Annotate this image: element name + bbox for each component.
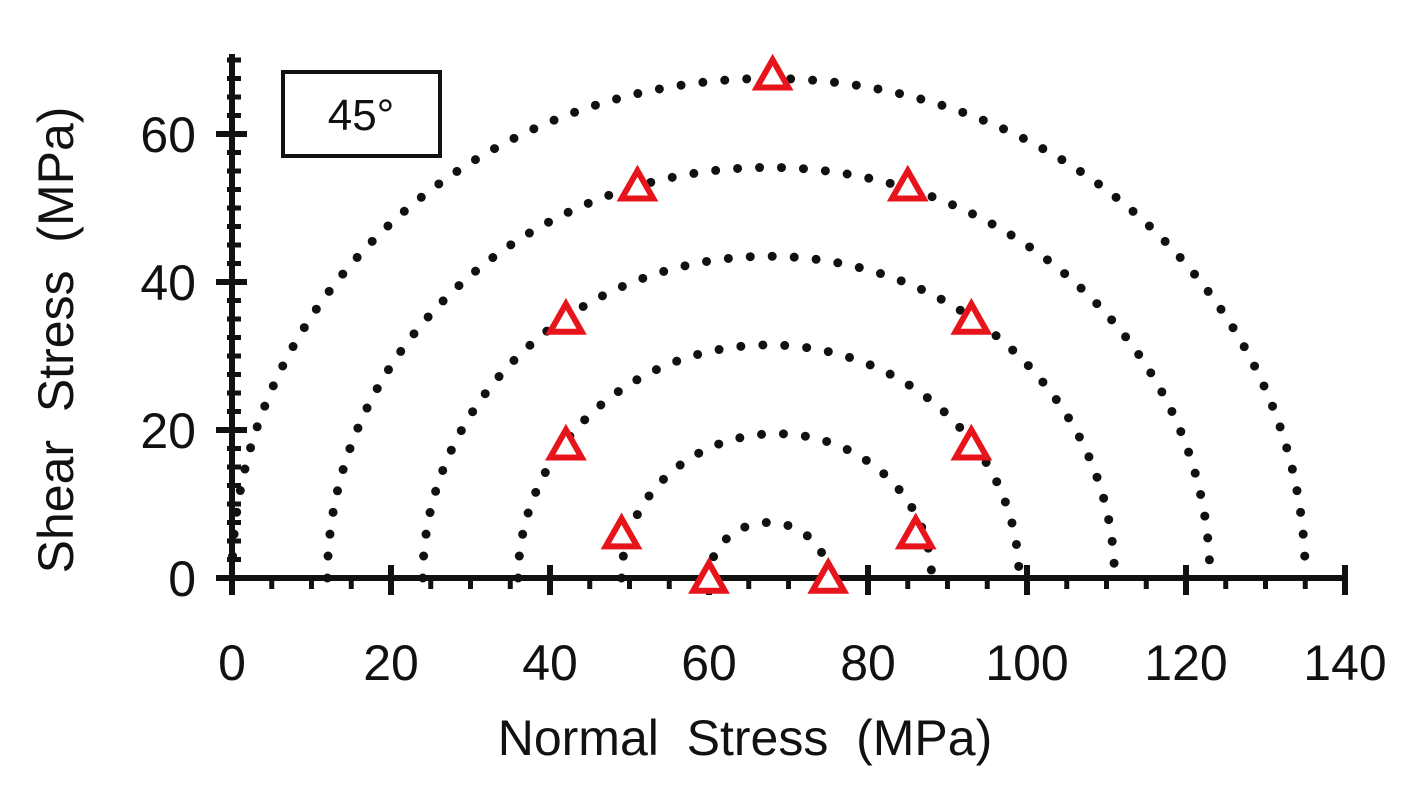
x-tick-label: 20: [363, 635, 419, 691]
angle-annotation: 45°: [328, 91, 395, 140]
mohr-circle-1: [704, 518, 833, 583]
x-tick-label: 140: [1303, 635, 1386, 691]
y-tick-label: 20: [140, 403, 196, 459]
mohr-circle-2: [617, 429, 937, 583]
data-point-triangle: [950, 423, 993, 461]
data-point-triangle: [544, 423, 587, 461]
data-points: [544, 53, 993, 594]
mohr-circle-4: [418, 251, 1119, 583]
axes: [216, 54, 1348, 595]
data-point-triangle: [616, 164, 659, 202]
y-tick-label: 60: [140, 107, 196, 163]
data-point-triangle: [688, 556, 730, 594]
mohr-circle-3: [513, 340, 1024, 583]
y-tick-label: 40: [140, 255, 196, 311]
x-tick-label: 40: [522, 635, 578, 691]
data-point-triangle: [544, 297, 587, 335]
data-point-triangle: [894, 512, 937, 550]
legend-box: 45°: [281, 70, 442, 158]
data-point-triangle: [600, 512, 643, 550]
x-tick-label: 0: [218, 635, 246, 691]
data-point-triangle: [886, 164, 929, 202]
x-tick-label: 120: [1144, 635, 1227, 691]
data-point-triangle: [807, 556, 850, 594]
x-axis-label: Normal Stress (MPa): [498, 710, 993, 766]
y-tick-label: 0: [168, 551, 196, 607]
data-point-triangle: [751, 53, 794, 91]
x-tick-label: 80: [840, 635, 896, 691]
mohr-circle-5: [322, 162, 1215, 583]
data-point-triangle: [950, 297, 993, 335]
y-axis-label: Shear Stress (MPa): [28, 107, 84, 574]
x-tick-label: 100: [985, 635, 1068, 691]
tick-labels: 0 20 40 60 80 100 120 140 0 20 40 60: [140, 107, 1386, 691]
x-tick-label: 60: [681, 635, 737, 691]
